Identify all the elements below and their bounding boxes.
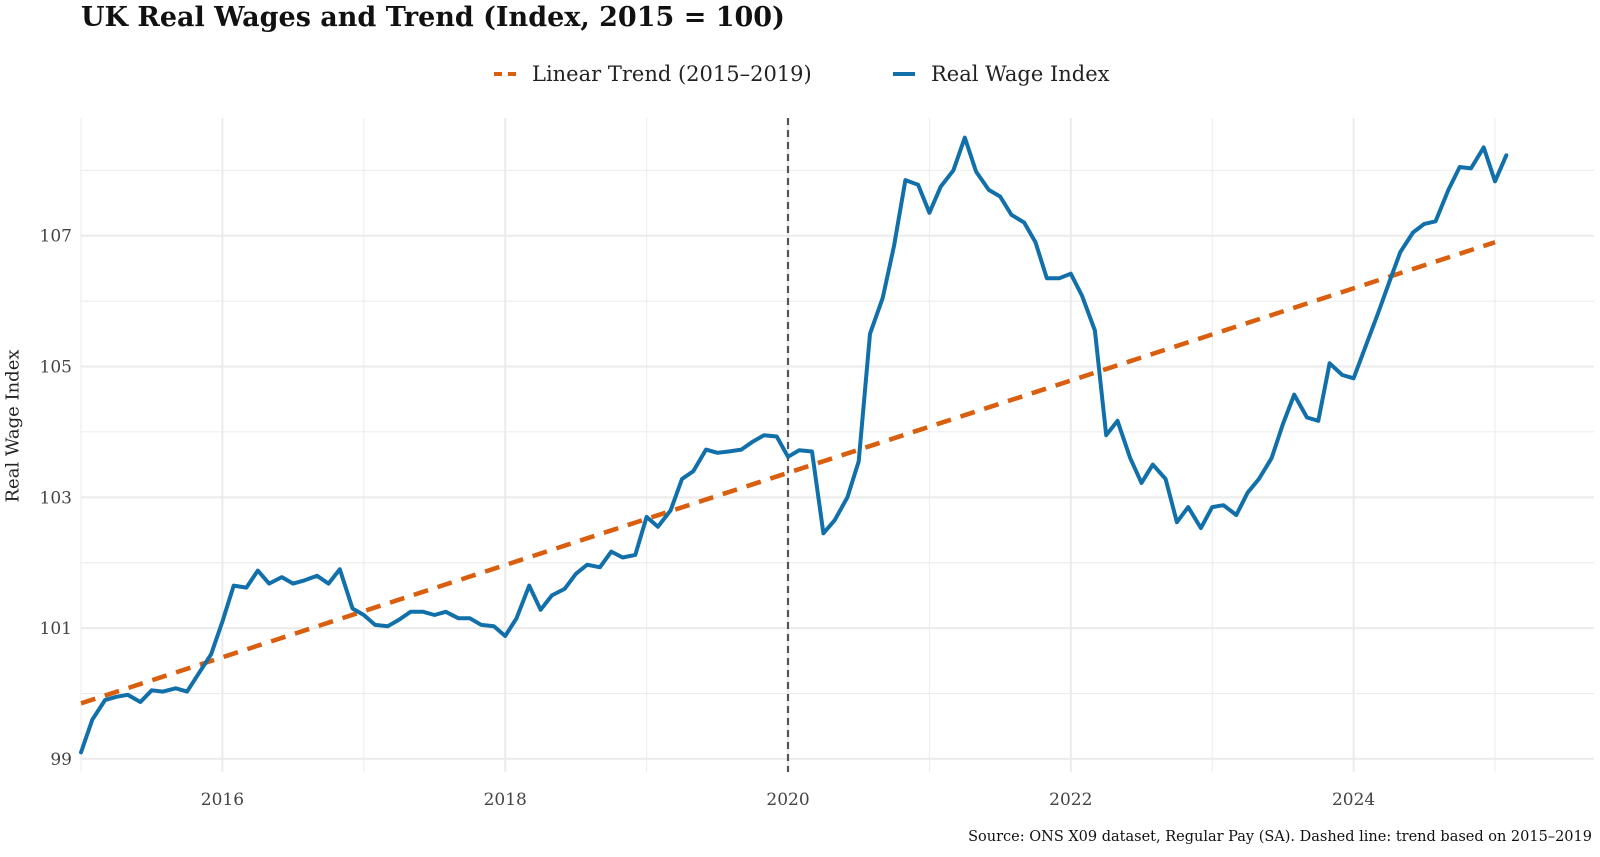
legend-label-trend: Linear Trend (2015–2019) [532,62,812,86]
y-axis-ticks: 99 101 103 105 107 [40,227,72,770]
source-caption: Source: ONS X09 dataset, Regular Pay (SA… [968,829,1592,845]
legend-swatch-trend [494,72,516,76]
y-tick-label: 101 [40,619,72,639]
x-tick-label: 2018 [484,790,527,810]
grid-minor [80,118,1594,772]
y-tick-label: 99 [50,750,72,770]
legend-label-wage: Real Wage Index [931,62,1110,86]
legend-swatch-wage [893,72,915,76]
legend-item-wage: Real Wage Index [893,54,1110,94]
wage-line [79,135,1509,755]
x-tick-label: 2020 [766,790,809,810]
grid-major [81,118,1594,772]
y-tick-label: 105 [40,358,72,378]
x-tick-label: 2016 [201,790,244,810]
legend-item-trend: Linear Trend (2015–2019) [494,54,812,94]
trend-line [80,240,1496,706]
x-tick-label: 2024 [1332,790,1375,810]
x-tick-label: 2022 [1049,790,1092,810]
y-tick-label: 107 [40,227,72,247]
x-axis-ticks: 2016 2018 2020 2022 2024 [201,790,1375,810]
legend: Linear Trend (2015–2019) Real Wage Index [0,54,1600,94]
series-group [79,135,1509,755]
y-tick-label: 103 [40,488,72,508]
chart-title: UK Real Wages and Trend (Index, 2015 = 1… [81,2,785,33]
